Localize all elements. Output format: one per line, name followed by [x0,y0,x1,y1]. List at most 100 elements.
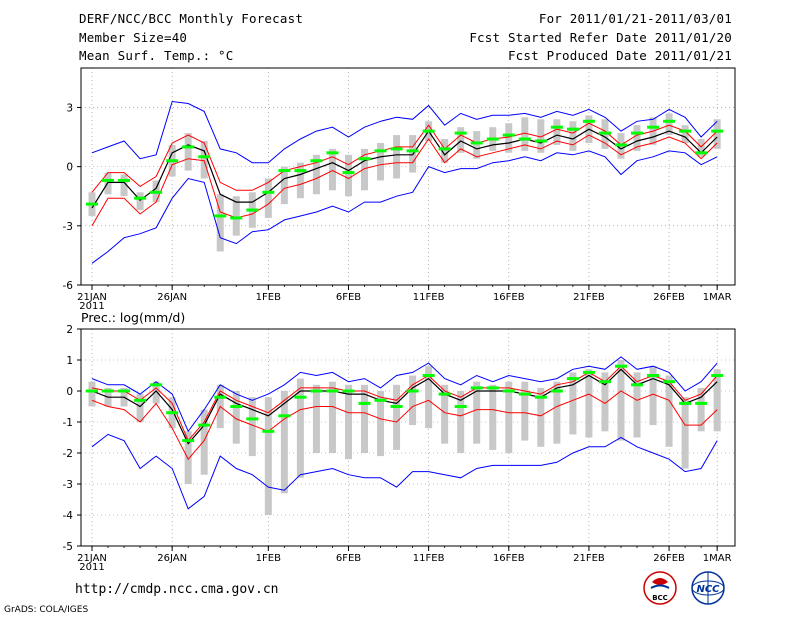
median-marker [470,141,483,145]
ensemble-box [681,397,689,469]
ensemble-box [697,387,705,432]
ensemble-box [537,387,545,447]
ensemble-box [649,366,657,426]
x-tick-label: 16FEB [493,553,525,564]
median-marker [406,389,419,393]
y-tick-label: 0 [66,386,73,398]
median-marker [711,129,724,133]
median-marker [679,129,692,133]
median-marker [647,125,660,129]
ensemble-box [120,174,128,197]
median-marker [214,214,227,218]
ensemble-box [184,431,192,484]
lower-line [91,134,718,227]
x-tick-label: 1FEB [256,553,281,564]
median-marker [534,395,547,399]
ensemble-box [489,384,497,450]
median-marker [582,370,595,374]
ensemble-box [505,123,513,153]
y-tick-label: -5 [63,541,73,553]
ensemble-box [601,372,609,432]
ensemble-box [409,375,417,426]
plot-frame [80,67,736,286]
ensemble-box [569,121,577,151]
ensemble-box [425,366,433,429]
ensemble-box [248,397,256,457]
x-tick-label: 21FEB [573,292,605,303]
median-marker [663,119,676,123]
ensemble-box [296,162,304,199]
upper-line [91,365,718,442]
median-marker [582,119,595,123]
x-tick-label: 26FEB [653,553,685,564]
ensemble-box [441,139,449,163]
median-marker [102,389,115,393]
median-marker [422,374,435,377]
median-marker [102,178,115,182]
median-marker [374,398,387,402]
median-marker [230,216,243,220]
median-marker [246,208,259,212]
median-marker [454,405,467,408]
plot-frame [80,328,736,547]
ensemble-box [328,148,336,191]
x-tick-label: 26FEB [653,292,685,303]
y-tick-label: -3 [63,479,73,491]
median-marker [342,389,355,393]
max-line [91,100,718,164]
forecast-period: For 2011/01/21-2011/03/01 [538,11,732,26]
median-marker [182,439,195,443]
ensemble-box [665,375,673,447]
x-tick-label: 26JAN [157,292,187,303]
ensemble-box [457,127,465,153]
median-marker [438,147,451,151]
median-marker [374,149,387,153]
panel-title: Prec.: log(mm/d) [81,310,185,325]
source-url[interactable]: http://cmdp.ncc.cma.gov.cn [75,582,279,597]
median-marker [486,137,499,141]
median-marker [534,139,547,143]
ensemble-box [713,369,721,432]
x-tick-label: 6FEB [336,553,361,564]
median-marker [182,145,195,149]
panel-2: -5 -4 -3 -2 -1 0 1 2 21JAN 26JAN 1FEB 6FEB 11FEB 16FE… [63,310,736,573]
median-marker [214,395,227,399]
median-marker [663,380,676,384]
ensemble-box [264,397,272,515]
ensemble-box [344,154,352,197]
ensemble-box [457,391,465,453]
x-tick-label: 21JAN [77,292,107,303]
x-tick-label: 1MAR [703,553,732,564]
ensemble-box [377,391,385,457]
lower-line [91,390,718,461]
mean-line [91,128,718,209]
median-marker [550,125,563,129]
ensemble-box [553,381,561,444]
median-marker [118,178,131,182]
median-marker [310,389,323,393]
grads-credit: GrADS: COLA/IGES [4,605,89,615]
bcc-logo-text: BCC [652,594,668,602]
median-marker [342,171,355,175]
median-marker [166,159,179,163]
y-tick-label: 3 [66,102,73,114]
median-marker [647,374,660,377]
ensemble-box [312,154,320,195]
ensemble-box [505,381,513,453]
ensemble-box [184,133,192,171]
median-marker [390,405,403,408]
median-marker [550,389,563,393]
median-marker [438,392,451,396]
chart-title: DERF/NCC/BCC Monthly Forecast [79,11,304,26]
ensemble-box [537,119,545,153]
median-marker [134,196,147,200]
median-marker [358,401,371,405]
ensemble-box [697,139,705,157]
variable-label: Mean Surf. Temp.: °C [79,48,234,63]
median-marker [518,392,531,396]
ensemble-box [264,178,272,218]
median-marker [86,202,98,206]
median-marker [262,190,275,194]
y-tick-label: 1 [66,355,73,367]
